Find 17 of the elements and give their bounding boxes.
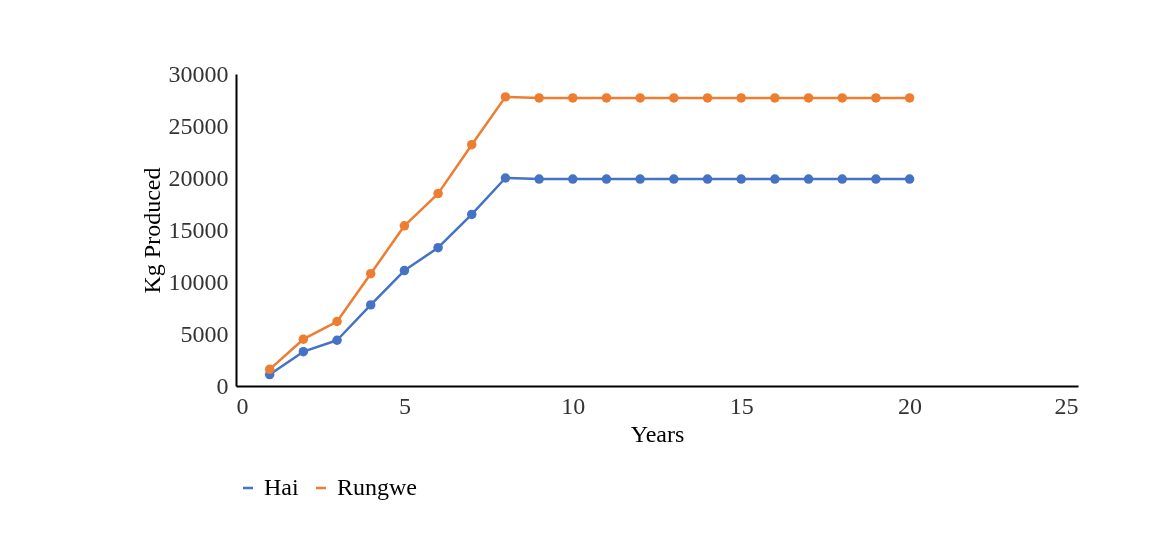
y-tick-label: 30000 <box>168 60 229 87</box>
y-tick-label: 10000 <box>168 268 229 295</box>
y-tick-label: 5000 <box>180 320 229 347</box>
y-axis-title: Kg Produced <box>138 167 165 294</box>
y-tick-label: 15000 <box>168 216 229 243</box>
legend-label: Rungwe <box>337 474 417 500</box>
y-tick-label: 20000 <box>168 164 229 191</box>
x-tick-label: 10 <box>561 392 586 419</box>
y-tick-label: 0 <box>216 372 229 399</box>
x-tick-label: 25 <box>1054 392 1079 419</box>
x-tick-label: 15 <box>729 392 754 419</box>
x-tick-label: 5 <box>398 392 411 419</box>
x-axis-title: Years <box>630 420 685 447</box>
x-tick-label: 0 <box>236 392 249 419</box>
y-tick-label: 25000 <box>168 112 229 139</box>
legend-label: Hai <box>264 474 299 500</box>
x-tick-label: 20 <box>898 392 923 419</box>
